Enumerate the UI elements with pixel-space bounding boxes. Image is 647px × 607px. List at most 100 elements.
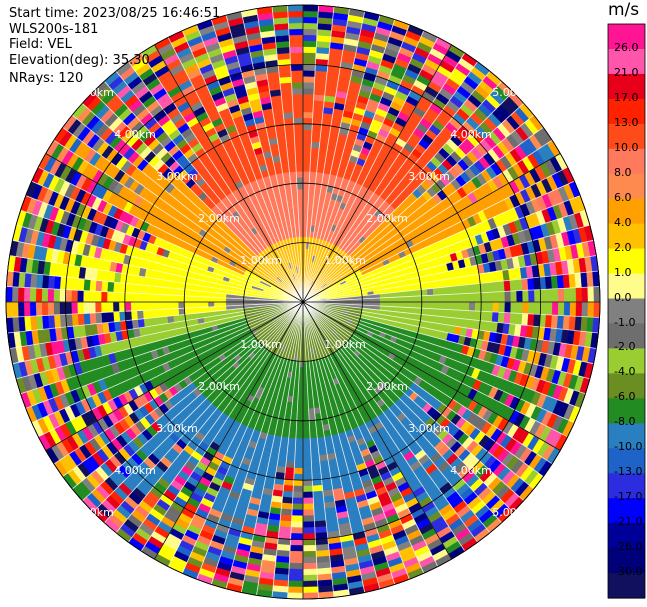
velocity-gate	[302, 159, 311, 166]
velocity-gate	[439, 301, 446, 310]
velocity-gate	[136, 293, 144, 303]
velocity-gate	[302, 521, 316, 528]
velocity-gate	[302, 515, 315, 523]
velocity-gate	[313, 502, 325, 510]
velocity-gate	[287, 580, 304, 588]
velocity-gate	[166, 308, 174, 317]
velocity-gate	[497, 312, 505, 324]
velocity-gate	[130, 292, 138, 303]
velocity-gate	[29, 287, 37, 303]
velocity-gate	[178, 307, 186, 316]
velocity-gate	[94, 301, 102, 314]
velocity-gate	[310, 455, 321, 463]
velocity-gate	[189, 295, 197, 303]
velocity-gate	[302, 586, 319, 594]
velocity-gate	[527, 277, 535, 291]
velocity-gate	[302, 432, 311, 439]
velocity-gate	[293, 473, 304, 481]
velocity-gate	[468, 310, 476, 321]
velocity-gate	[285, 455, 296, 463]
velocity-gate	[557, 301, 565, 316]
velocity-gate	[289, 544, 304, 552]
velocity-gate	[282, 484, 294, 493]
velocity-gate	[29, 301, 37, 317]
velocity-gate	[302, 438, 311, 445]
velocity-gate	[403, 296, 411, 303]
velocity-gate	[195, 301, 203, 308]
velocity-gate	[296, 414, 304, 422]
velocity-gate	[545, 301, 553, 316]
velocity-gate	[106, 281, 115, 293]
velocity-gate	[545, 288, 553, 303]
velocity-gate	[308, 177, 317, 185]
velocity-gate	[427, 294, 434, 303]
velocity-gate	[302, 503, 315, 511]
velocity-gate	[312, 490, 324, 499]
velocity-gate	[124, 292, 132, 303]
velocity-gate	[310, 147, 320, 155]
velocity-gate	[35, 301, 43, 317]
velocity-gate	[414, 289, 422, 297]
velocity-gate	[575, 287, 583, 303]
velocity-gate	[88, 301, 96, 314]
velocity-gate	[314, 70, 328, 78]
velocity-gate	[279, 520, 292, 528]
velocity-gate	[302, 4, 319, 12]
velocity-gate	[280, 508, 293, 516]
velocity-gate	[83, 312, 91, 326]
velocity-gate	[207, 296, 215, 303]
velocity-gate	[438, 286, 446, 296]
velocity-gate	[581, 301, 589, 318]
velocity-gate	[302, 135, 312, 143]
velocity-gate	[302, 562, 318, 570]
velocity-gate	[291, 503, 304, 511]
velocity-gate	[302, 153, 312, 160]
velocity-gate	[314, 76, 327, 84]
velocity-gate	[302, 544, 317, 552]
velocity-gate	[480, 292, 488, 303]
velocity-gate	[302, 533, 316, 540]
velocity-gate	[302, 16, 319, 24]
velocity-gate	[302, 182, 310, 190]
velocity-gate	[563, 301, 571, 317]
velocity-gate	[504, 290, 512, 303]
velocity-gate	[282, 490, 294, 499]
velocity-gate	[294, 450, 304, 457]
velocity-gate	[312, 105, 324, 114]
velocity-gate	[309, 165, 318, 173]
velocity-gate	[302, 574, 318, 582]
velocity-gate	[5, 286, 13, 303]
velocity-gate	[201, 301, 209, 308]
velocity-gate	[279, 514, 293, 522]
velocity-gate	[142, 293, 150, 303]
velocity-gate	[130, 283, 138, 294]
velocity-gate	[302, 34, 318, 42]
velocity-gate	[310, 443, 319, 451]
velocity-gate	[497, 280, 505, 292]
velocity-gate	[528, 289, 535, 303]
velocity-gate	[302, 426, 311, 433]
velocity-gate	[23, 287, 31, 303]
velocity-gate	[302, 93, 315, 101]
velocity-gate	[444, 309, 452, 318]
velocity-gate	[53, 301, 61, 316]
velocity-gate	[302, 117, 313, 125]
velocity-gate	[310, 449, 320, 457]
velocity-gate	[65, 289, 72, 303]
velocity-gate	[311, 467, 322, 475]
velocity-gate	[292, 497, 304, 505]
velocity-gate	[160, 286, 168, 296]
velocity-gate	[438, 308, 446, 318]
velocity-gate	[88, 290, 96, 303]
velocity-gate	[130, 301, 138, 312]
velocity-gate	[569, 301, 577, 317]
velocity-gate	[287, 586, 304, 594]
velocity-gate	[485, 311, 494, 323]
velocity-gate	[154, 286, 162, 295]
velocity-gate	[302, 592, 319, 600]
velocity-gate	[503, 280, 511, 292]
velocity-gate	[456, 301, 464, 311]
velocity-gate	[302, 568, 318, 576]
velocity-gate	[292, 491, 304, 499]
velocity-gate	[302, 414, 310, 422]
